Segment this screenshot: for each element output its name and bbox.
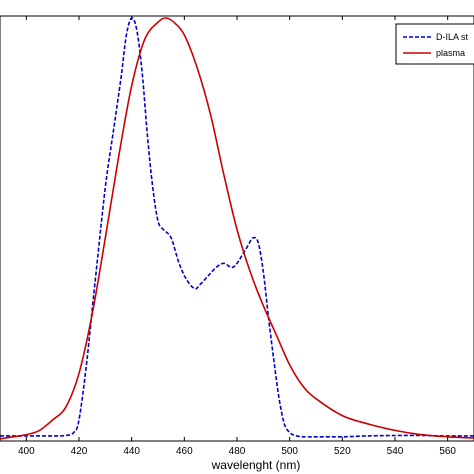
legend: D-ILA st plasma	[395, 23, 474, 65]
series-line-plasma	[0, 17, 474, 440]
x-tick-label: 560	[439, 446, 456, 457]
legend-label-dila: D-ILA st	[436, 32, 469, 42]
x-tick-label: 440	[123, 446, 140, 457]
x-tick-label: 480	[229, 446, 246, 457]
series-layer	[0, 17, 474, 440]
x-axis-title: wavelenght (nm)	[211, 458, 301, 472]
x-tick-label: 400	[18, 446, 35, 457]
x-tick-label: 540	[387, 446, 404, 457]
series-line-dila	[0, 17, 474, 438]
x-tick-label: 500	[281, 446, 298, 457]
x-tick-label: 520	[334, 446, 351, 457]
x-tick-label: 420	[71, 446, 88, 457]
legend-label-plasma: plasma	[436, 48, 465, 58]
legend-box	[395, 23, 474, 65]
x-axis: 400 420 440 460 480 500 520 540 560	[18, 16, 456, 457]
x-tick-label: 460	[176, 446, 193, 457]
